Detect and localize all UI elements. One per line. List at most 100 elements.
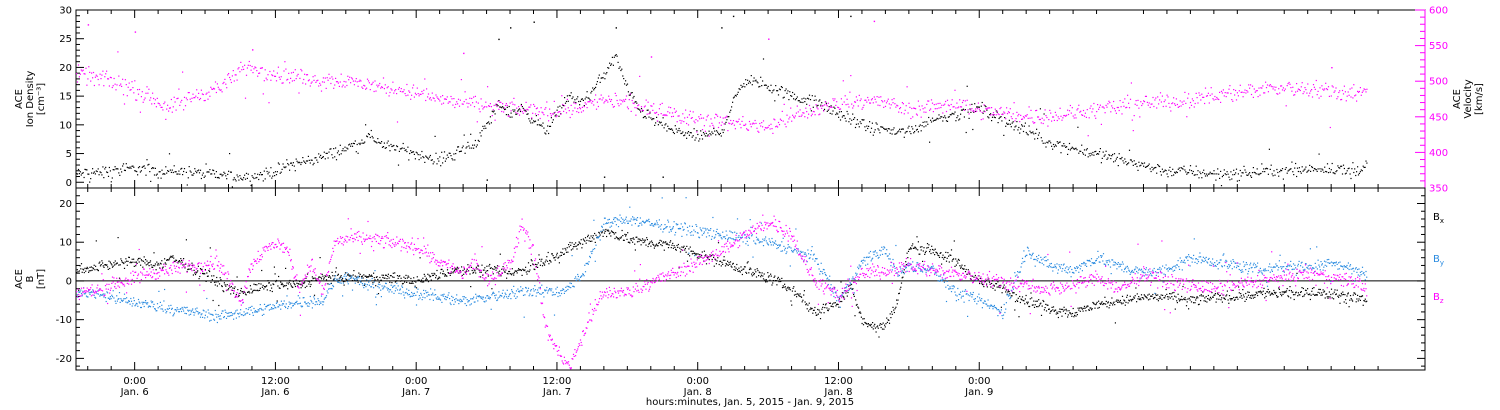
data-point (171, 169, 173, 171)
data-point (755, 79, 757, 81)
data-point (705, 254, 707, 256)
data-point (82, 290, 84, 292)
data-point (108, 85, 110, 87)
data-point (562, 103, 564, 106)
data-point (326, 152, 328, 154)
data-point (370, 129, 372, 132)
data-point (270, 167, 272, 169)
data-point (399, 90, 401, 92)
data-point (831, 303, 834, 305)
data-point (821, 107, 823, 109)
data-point (333, 148, 335, 150)
data-point (487, 270, 489, 272)
data-point (872, 322, 874, 324)
data-point (1076, 149, 1078, 151)
data-point (1031, 132, 1033, 134)
data-point (773, 89, 775, 91)
data-point (1195, 165, 1197, 167)
data-point (187, 309, 189, 311)
data-point (1069, 312, 1071, 314)
data-point (321, 156, 324, 158)
data-point (1071, 312, 1074, 315)
data-point (708, 259, 710, 261)
data-point (116, 262, 118, 264)
data-point (537, 114, 539, 116)
data-point (932, 120, 934, 122)
data-point (1134, 103, 1136, 105)
data-point (1193, 302, 1195, 304)
data-point (387, 275, 389, 277)
data-point (1033, 122, 1035, 124)
data-point (588, 101, 590, 103)
data-point (1220, 90, 1223, 92)
data-point (709, 254, 711, 256)
data-point (1128, 102, 1130, 104)
data-point (171, 111, 173, 113)
data-point (453, 98, 455, 100)
data-point (817, 104, 819, 106)
data-point (1130, 82, 1132, 84)
data-point (186, 270, 188, 273)
data-point (802, 101, 804, 104)
data-point (159, 267, 161, 269)
data-point (382, 146, 385, 148)
data-point (534, 105, 536, 107)
data-point (318, 276, 320, 278)
data-point (915, 247, 917, 249)
data-point (785, 288, 787, 290)
data-point (752, 122, 754, 124)
data-point (1159, 92, 1162, 94)
data-point (1343, 301, 1345, 303)
data-point (415, 94, 417, 96)
data-point (1140, 164, 1142, 166)
data-point (213, 318, 215, 320)
data-point (1058, 141, 1060, 143)
data-point (766, 87, 768, 89)
data-point (878, 336, 880, 338)
data-point (735, 267, 737, 269)
data-point (263, 170, 265, 172)
data-point (1086, 148, 1088, 150)
data-point (586, 239, 588, 241)
data-point (782, 120, 784, 122)
data-point (354, 275, 356, 277)
data-point (842, 295, 844, 297)
data-point (1152, 96, 1154, 99)
data-point (731, 123, 733, 125)
data-point (1100, 302, 1102, 304)
data-point (690, 132, 692, 134)
data-point (235, 310, 237, 312)
data-point (1173, 174, 1175, 176)
data-point (414, 285, 416, 287)
data-point (1310, 294, 1312, 296)
data-point (513, 274, 515, 276)
data-point (514, 104, 516, 106)
data-point (845, 104, 847, 106)
data-point (137, 257, 140, 260)
data-point (1268, 292, 1270, 294)
data-point (1204, 175, 1207, 177)
data-point (192, 93, 194, 95)
data-point (1065, 115, 1067, 117)
data-point (1015, 118, 1017, 120)
data-point (604, 100, 606, 103)
data-point (275, 279, 278, 282)
data-point (1137, 169, 1139, 171)
data-point (443, 151, 446, 153)
data-point (691, 117, 693, 119)
data-point (82, 69, 84, 71)
data-point (803, 294, 805, 296)
data-point (461, 266, 463, 268)
data-point (621, 68, 623, 70)
data-point (615, 236, 617, 238)
data-point (670, 247, 672, 249)
data-point (839, 119, 842, 121)
data-point (1032, 304, 1034, 306)
data-point (667, 247, 670, 249)
data-point (214, 284, 216, 286)
data-point (821, 102, 823, 104)
data-point (219, 173, 221, 175)
data-point (639, 109, 641, 111)
data-point (140, 264, 142, 266)
data-point (331, 154, 333, 156)
